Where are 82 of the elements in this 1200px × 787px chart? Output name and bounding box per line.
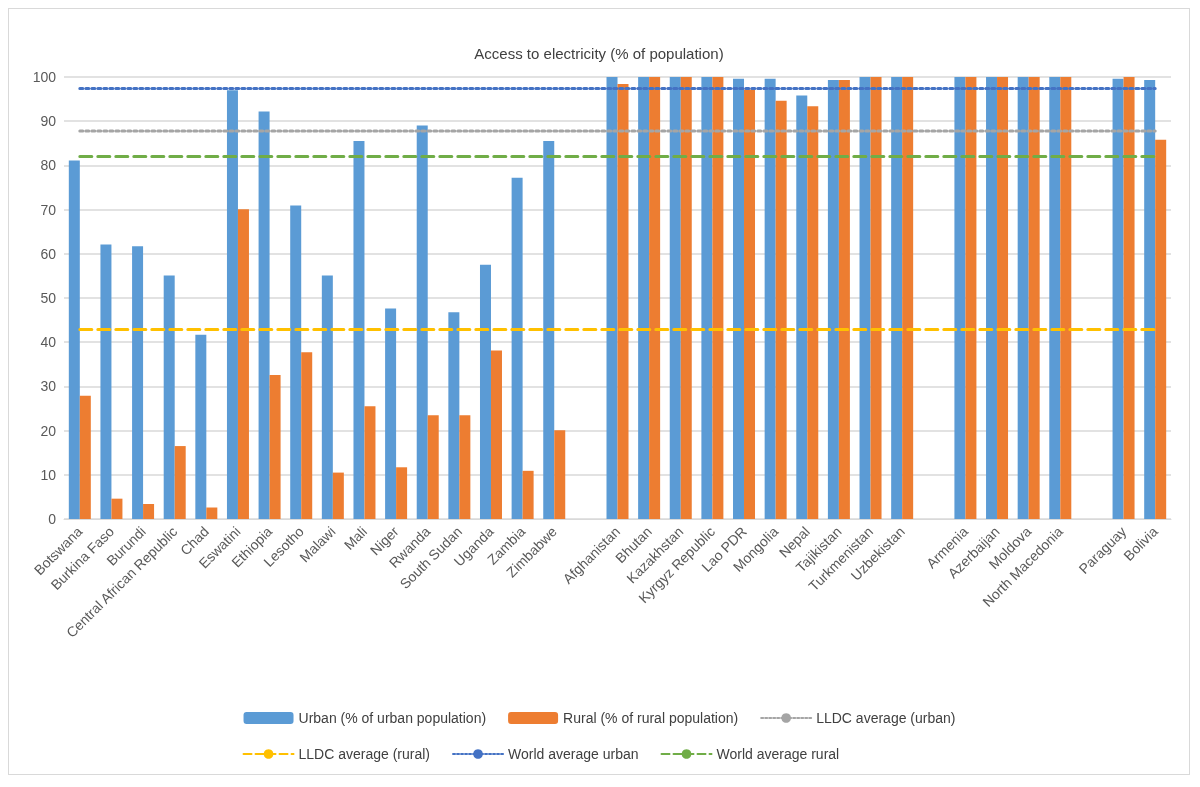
bar [195, 334, 207, 519]
bar [79, 395, 91, 519]
y-tick-label: 10 [40, 466, 57, 483]
y-tick-label: 70 [40, 201, 57, 218]
bar [385, 308, 397, 519]
bar [111, 498, 123, 519]
bar [269, 374, 281, 519]
legend-label: Rural (% of rural population) [563, 710, 739, 726]
bar [1060, 77, 1072, 519]
chart-title: Access to electricity (% of population) [474, 45, 724, 62]
bar [1144, 80, 1156, 519]
bar [902, 77, 914, 519]
bar [680, 77, 692, 519]
bar [733, 78, 745, 519]
bar [891, 77, 903, 519]
bar [997, 77, 1009, 519]
bar [163, 275, 175, 519]
bar [649, 77, 661, 519]
bar [1028, 77, 1040, 519]
bar [416, 125, 428, 519]
bar [554, 430, 566, 519]
bar [796, 95, 808, 519]
bar [543, 141, 555, 519]
bar [301, 352, 313, 519]
bar [870, 77, 882, 519]
bar [838, 80, 850, 519]
y-tick-label: 0 [48, 511, 57, 527]
bar [448, 312, 460, 519]
bar [490, 350, 502, 519]
bar [744, 89, 756, 519]
bar [669, 77, 681, 519]
bar [775, 100, 787, 519]
bar [68, 160, 80, 519]
bar [364, 406, 376, 519]
bar [1017, 77, 1029, 519]
bar [701, 77, 713, 519]
bar [965, 77, 977, 519]
bar [396, 467, 408, 519]
bar [954, 77, 966, 519]
bar [174, 446, 186, 519]
legend-label: World average rural [716, 746, 840, 762]
y-tick-label: 90 [40, 113, 57, 130]
bar [522, 470, 534, 519]
bar [1155, 139, 1167, 519]
bar [321, 275, 333, 519]
bar [479, 264, 491, 519]
bar [1049, 77, 1061, 519]
legend-label: LLDC average (urban) [816, 710, 956, 726]
y-tick-label: 50 [40, 290, 57, 306]
bar [427, 415, 439, 519]
y-tick-label: 100 [32, 69, 57, 85]
legend-label: World average urban [508, 746, 639, 762]
y-tick-label: 80 [40, 157, 57, 174]
bar [807, 106, 819, 519]
bar [638, 77, 650, 519]
bar [827, 80, 839, 519]
bar [712, 77, 724, 519]
legend-label: LLDC average (rural) [298, 746, 431, 762]
y-tick-label: 20 [40, 422, 57, 439]
bar [859, 77, 871, 519]
bar [1112, 78, 1124, 519]
bar [764, 78, 776, 519]
bar [617, 84, 629, 519]
bar [511, 177, 523, 519]
bar [132, 246, 144, 519]
y-tick-label: 40 [40, 334, 57, 351]
bar [290, 205, 302, 519]
bar [237, 209, 249, 519]
bar [606, 77, 618, 519]
bar [353, 141, 365, 519]
bar [143, 503, 155, 519]
bar [206, 507, 218, 519]
bar [226, 90, 238, 519]
bar [1123, 77, 1135, 519]
bar [100, 244, 112, 519]
legend-label: Urban (% of urban population) [298, 710, 487, 726]
bar [986, 77, 998, 519]
y-tick-label: 30 [40, 378, 57, 395]
y-tick-label: 60 [40, 245, 57, 262]
bar [332, 472, 344, 519]
bar [459, 415, 471, 519]
bar [258, 111, 270, 519]
